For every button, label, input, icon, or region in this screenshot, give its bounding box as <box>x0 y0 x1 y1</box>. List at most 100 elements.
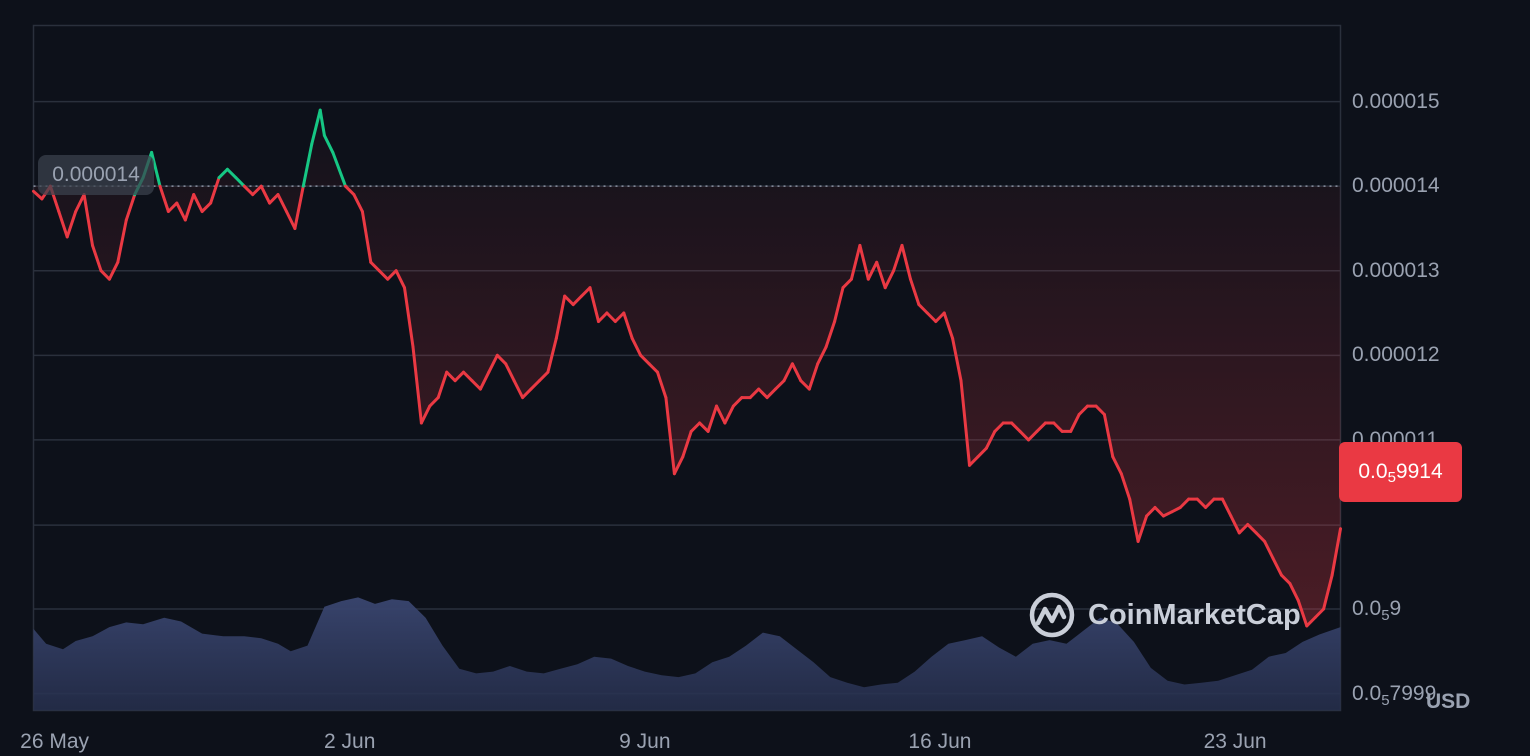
price-segment-down <box>942 311 955 340</box>
price-segment-down <box>386 269 398 281</box>
price-segment-down <box>1204 497 1216 509</box>
price-segment-down <box>664 396 676 476</box>
volume-area <box>33 597 1341 711</box>
price-segment-down <box>1170 506 1182 514</box>
price-segment-down <box>639 353 651 366</box>
price-segment-down <box>1052 421 1064 433</box>
price-segment-down <box>1313 607 1326 619</box>
price-segment-down <box>1178 497 1191 509</box>
price-segment-down <box>285 210 297 230</box>
price-segment-down <box>1035 421 1047 433</box>
price-segment-down <box>74 193 86 213</box>
price-segment-down <box>1077 404 1089 416</box>
price-segment-down <box>790 362 803 383</box>
price-segment-down <box>909 277 921 307</box>
price-segment-down <box>293 184 305 230</box>
x-tick-label: 9 Jun <box>619 730 671 753</box>
price-segment-down <box>1229 514 1241 535</box>
price-segment-down <box>1254 531 1267 543</box>
price-segment-down <box>968 455 980 467</box>
price-segment-down <box>209 176 221 205</box>
price-segment-down <box>478 370 491 391</box>
price-segment-down <box>1195 497 1208 509</box>
price-segment-down <box>563 294 575 307</box>
price-segment-down <box>841 277 853 290</box>
price-segment-down <box>242 184 255 197</box>
price-segment-down <box>807 362 820 391</box>
price-segment-down <box>453 370 465 383</box>
price-segment-down <box>1246 523 1258 535</box>
x-tick-label: 23 Jun <box>1203 730 1267 753</box>
price-segment-down <box>175 201 187 222</box>
price-segment-down <box>504 362 516 383</box>
price-segment-down <box>672 455 685 476</box>
price-segment-down <box>352 193 364 213</box>
current-price-digits: 9914 <box>1395 460 1443 483</box>
price-segment-down <box>613 311 626 323</box>
price-segment-down <box>900 243 912 281</box>
x-tick-label: 16 Jun <box>908 730 972 753</box>
price-segment-down <box>116 218 128 264</box>
price-segment-down <box>588 286 600 323</box>
price-segment-down <box>816 345 828 366</box>
price-segment-down <box>1128 497 1140 543</box>
price-segment-down <box>774 379 786 391</box>
price-segment-down <box>200 201 213 213</box>
price-segment-down <box>681 429 693 459</box>
y-tick-label: 0.000015 <box>1352 89 1440 113</box>
price-segment-down <box>833 286 845 323</box>
price-segment-down <box>369 260 381 273</box>
price-segment-up <box>310 108 322 146</box>
price-segment-down <box>1330 527 1342 577</box>
y-tick-label: 0.000013 <box>1352 258 1440 282</box>
coinmarketcap-logo-icon <box>1029 592 1075 638</box>
price-segment-down <box>723 404 735 425</box>
price-segment-down <box>546 336 558 374</box>
price-segment-down <box>259 184 272 205</box>
y-tick-label: 0.057999 <box>1352 681 1437 709</box>
price-segment-down <box>512 379 525 400</box>
price-segment-down <box>925 311 938 323</box>
price-segment-down <box>419 404 432 425</box>
price-segment-up <box>225 167 238 180</box>
price-segment-down <box>782 362 794 383</box>
currency-label: USD <box>1426 690 1471 713</box>
price-segment-down <box>892 243 904 273</box>
price-segment-down <box>993 421 1005 433</box>
price-segment-down <box>883 269 896 290</box>
price-segment-down <box>1153 506 1165 518</box>
price-segment-down <box>124 193 137 222</box>
price-segment-down <box>1111 455 1123 476</box>
price-segment-down <box>82 193 94 247</box>
coinmarketcap-watermark: CoinMarketCap <box>1028 590 1301 640</box>
price-segment-down <box>166 201 179 213</box>
price-segment-down <box>495 353 508 366</box>
price-segment-down <box>394 269 406 290</box>
price-segment-down <box>268 193 280 205</box>
current-price-sub: 5 <box>1387 468 1396 486</box>
price-segment-down <box>183 193 196 222</box>
price-segment-down <box>765 387 777 400</box>
y-tick-label: 0.059 <box>1352 597 1402 625</box>
price-segment-down <box>731 396 744 408</box>
price-segment-down <box>951 336 963 383</box>
price-segment-down <box>824 320 837 349</box>
price-segment-down <box>622 311 634 340</box>
price-segment-down <box>57 210 69 239</box>
price-segment-down <box>537 370 550 383</box>
price-segment-down <box>656 370 668 400</box>
price-segment-down <box>192 193 204 213</box>
price-segment-down <box>1102 413 1115 459</box>
price-segment-down <box>158 184 170 213</box>
price-segment-up <box>318 108 326 137</box>
price-segment-down <box>984 429 997 450</box>
price-segment-down <box>428 396 440 408</box>
price-segment-down <box>554 294 567 340</box>
price-segment-down <box>715 404 727 425</box>
price-segment-down <box>436 370 449 400</box>
price-segment-down <box>403 286 415 349</box>
price-segment-up <box>150 150 162 188</box>
price-segment-down <box>630 336 643 357</box>
price-segment-down <box>571 294 584 307</box>
